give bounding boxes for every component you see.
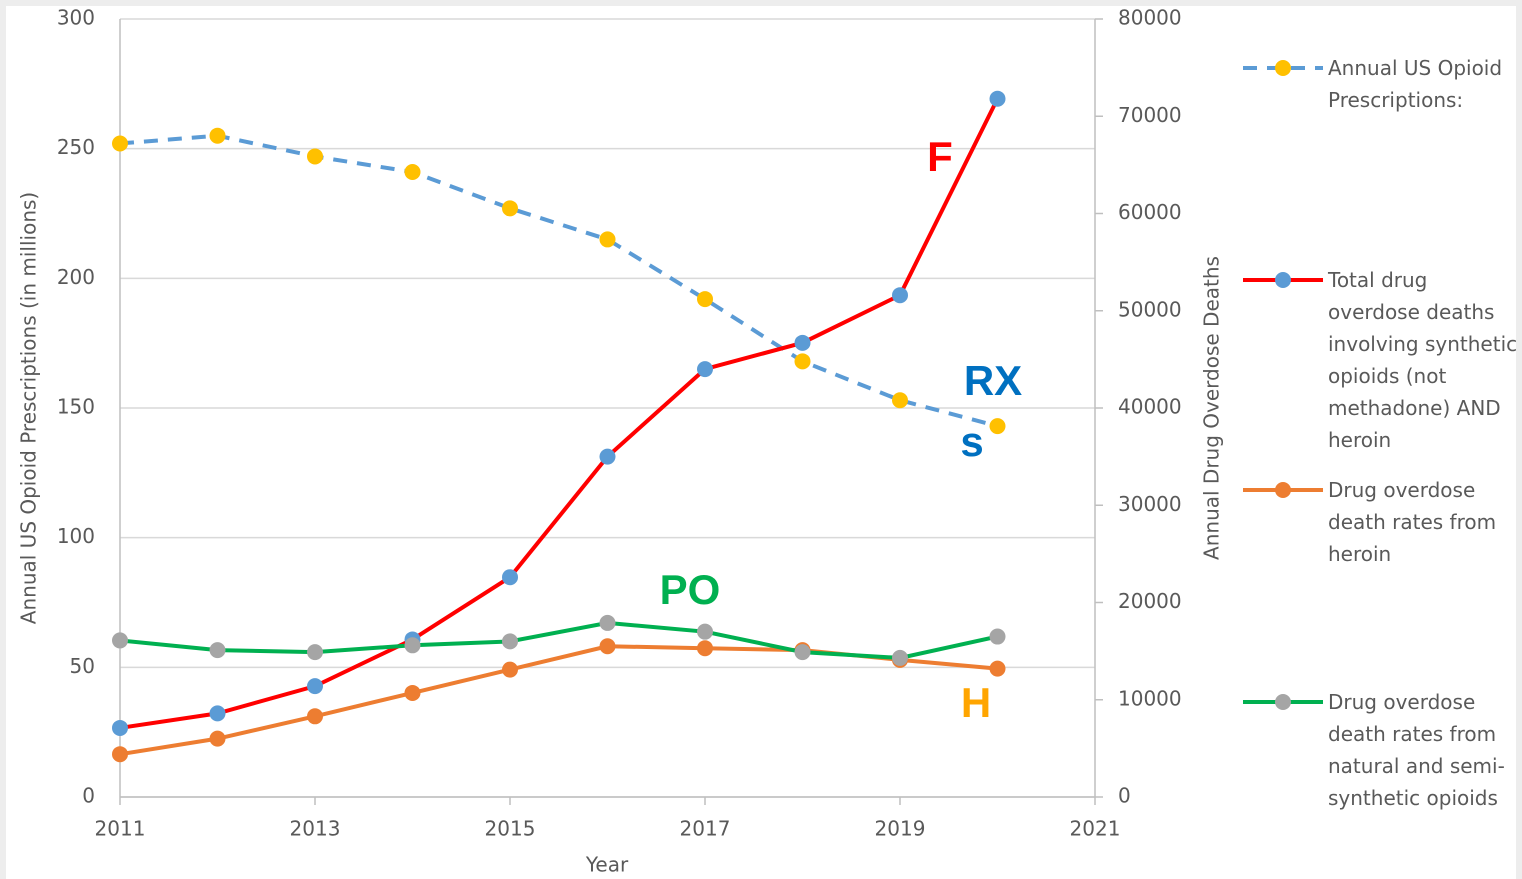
data-point	[404, 684, 421, 701]
data-point	[697, 623, 713, 640]
data-point	[989, 628, 1006, 645]
data-point	[112, 719, 128, 736]
data-point	[307, 678, 323, 695]
data-point	[502, 633, 518, 650]
data-point	[112, 746, 128, 763]
y2-tick-label: 50000	[1118, 297, 1182, 321]
annotation: H	[961, 679, 991, 726]
annotation: F	[927, 133, 953, 180]
legend-marker	[1275, 60, 1291, 76]
data-point	[892, 392, 908, 409]
legend-label: Drug overdose death rates from heroin	[1328, 478, 1497, 566]
data-point	[892, 649, 908, 666]
y-tick-label: 250	[57, 135, 95, 159]
data-point	[794, 644, 811, 661]
data-point	[599, 614, 616, 631]
y2-tick-label: 30000	[1118, 492, 1182, 516]
y2-tick-label: 80000	[1118, 6, 1182, 30]
y-tick-label: 150	[57, 395, 95, 419]
series-line	[119, 133, 999, 429]
y2-tick-label: 0	[1118, 784, 1131, 808]
data-point	[697, 361, 713, 378]
data-point	[209, 705, 226, 722]
data-point	[697, 291, 713, 308]
data-point	[112, 135, 128, 152]
x-axis-label: Year	[585, 853, 629, 877]
data-point	[599, 448, 616, 465]
chart-background	[6, 6, 1516, 879]
y2-tick-label: 10000	[1118, 686, 1182, 710]
y-tick-label: 0	[82, 784, 95, 808]
legend-label: Annual US Opioid Prescriptions:	[1328, 56, 1503, 112]
data-point	[892, 287, 908, 304]
y-tick-label: 50	[70, 654, 95, 678]
data-point	[794, 334, 811, 351]
annotation: RX	[964, 357, 1022, 404]
y-tick-label: 300	[57, 6, 95, 30]
legend-label: Drug overdose death rates from natural a…	[1328, 690, 1505, 810]
legend-marker	[1275, 272, 1291, 288]
data-point	[502, 200, 518, 217]
data-point	[307, 644, 323, 661]
legend-marker	[1275, 482, 1291, 498]
y2-axis-label: Annual Drug Overdose Deaths	[1200, 256, 1224, 560]
legend-marker	[1275, 694, 1291, 710]
data-point	[404, 637, 421, 654]
x-tick-label: 2013	[290, 817, 341, 841]
data-point	[502, 569, 518, 586]
y2-tick-label: 70000	[1118, 103, 1182, 127]
y-tick-label: 200	[57, 265, 95, 289]
data-point	[989, 90, 1006, 107]
data-point	[989, 660, 1006, 677]
data-point	[209, 642, 226, 659]
y-tick-label: 100	[57, 524, 95, 548]
annotation: s	[960, 418, 983, 465]
legend-label: Total drug overdose deaths involving syn…	[1328, 268, 1518, 452]
data-point	[599, 231, 616, 248]
data-point	[307, 708, 323, 725]
data-point	[404, 164, 421, 181]
series-line	[119, 97, 1000, 730]
data-point	[697, 640, 713, 657]
data-point	[307, 148, 323, 165]
data-point	[599, 638, 616, 655]
data-point	[502, 661, 518, 678]
y2-tick-label: 20000	[1118, 589, 1182, 613]
annotation: PO	[660, 566, 721, 613]
y-axis-label: Annual US Opioid Prescriptions (in milli…	[17, 192, 41, 624]
x-tick-label: 2021	[1070, 817, 1121, 841]
x-tick-label: 2017	[680, 817, 731, 841]
x-tick-label: 2011	[95, 817, 146, 841]
data-point	[794, 353, 811, 370]
data-point	[112, 632, 128, 649]
series-line	[119, 620, 998, 660]
data-point	[209, 730, 226, 747]
x-tick-label: 2015	[485, 817, 536, 841]
x-tick-label: 2019	[875, 817, 926, 841]
data-point	[989, 418, 1006, 435]
y2-tick-label: 40000	[1118, 395, 1182, 419]
y2-tick-label: 60000	[1118, 200, 1182, 224]
data-point	[209, 127, 226, 144]
